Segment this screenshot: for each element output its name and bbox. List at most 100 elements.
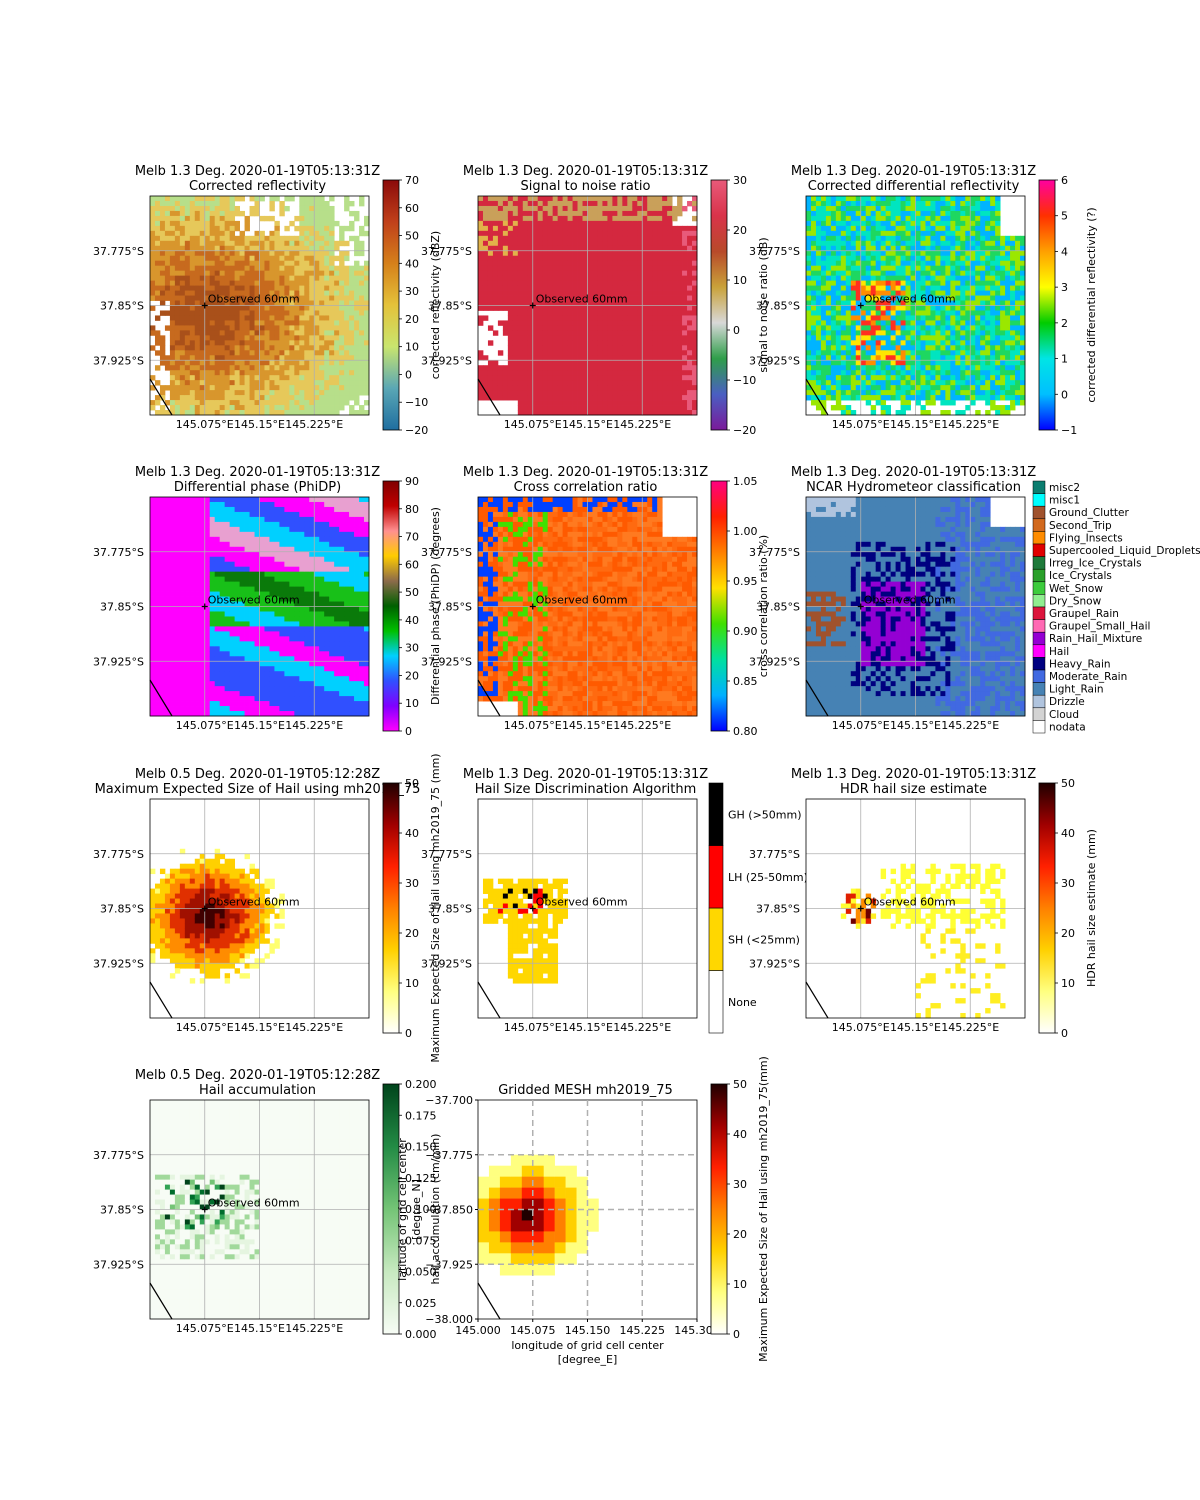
heatmap-cell [502, 240, 509, 247]
heatmap-cell [244, 300, 250, 306]
heatmap-cell [845, 380, 852, 386]
heatmap-cell [150, 295, 156, 301]
heatmap-cell [557, 355, 564, 361]
heatmap-cell [597, 225, 603, 232]
heatmap-cell [339, 300, 345, 306]
heatmap-cell [507, 320, 514, 326]
heatmap-cell [890, 205, 896, 212]
heatmap-cell [577, 385, 583, 391]
heatmap-cell [329, 275, 335, 282]
heatmap-cell [249, 340, 255, 346]
heatmap-cell [662, 200, 668, 207]
heatmap-cell [502, 255, 509, 262]
heatmap-cell [687, 315, 693, 321]
heatmap-cell [194, 285, 201, 291]
heatmap-cell [349, 350, 355, 356]
heatmap-cell [339, 225, 345, 232]
heatmap-cell [572, 240, 578, 247]
heatmap-cell [547, 350, 554, 356]
heatmap-cell [164, 210, 171, 217]
heatmap-cell [622, 360, 628, 366]
heatmap-cell [850, 375, 857, 381]
heatmap-cell [885, 360, 892, 366]
heatmap-cell [179, 330, 186, 336]
heatmap-cell [622, 395, 628, 401]
heatmap-cell [289, 330, 295, 336]
heatmap-cell [159, 250, 166, 257]
heatmap-cell [269, 325, 275, 331]
heatmap-cell [299, 325, 305, 331]
heatmap-cell [507, 215, 514, 222]
heatmap-cell [637, 375, 643, 381]
heatmap-cell [806, 225, 812, 232]
heatmap-cell [254, 300, 260, 306]
heatmap-cell [194, 335, 201, 341]
heatmap-cell [587, 196, 593, 202]
heatmap-cell [349, 300, 355, 306]
heatmap-cell [950, 310, 956, 316]
heatmap-cell [334, 285, 340, 291]
heatmap-cell [935, 210, 941, 217]
heatmap-cell [150, 305, 156, 311]
heatmap-cell [274, 345, 280, 351]
heatmap-cell [587, 275, 593, 282]
heatmap-cell [487, 370, 494, 376]
heatmap-cell [512, 375, 519, 381]
heatmap-cell [264, 265, 270, 272]
heatmap-cell [885, 385, 892, 391]
heatmap-cell [199, 340, 206, 346]
heatmap-cell [254, 350, 260, 356]
heatmap-cell [522, 200, 529, 207]
heatmap-cell [517, 265, 524, 272]
heatmap-cell [910, 196, 916, 202]
heatmap-cell [602, 335, 608, 341]
heatmap-cell [885, 245, 892, 252]
heatmap-cell [815, 370, 822, 376]
heatmap-cell [289, 290, 295, 296]
heatmap-cell [905, 340, 911, 346]
heatmap-cell [219, 310, 226, 316]
heatmap-cell [502, 235, 509, 242]
heatmap-cell [482, 270, 489, 277]
heatmap-cell [577, 315, 583, 321]
heatmap-cell [552, 400, 559, 406]
heatmap-cell [527, 320, 534, 326]
heatmap-cell [557, 410, 564, 416]
heatmap-cell [692, 205, 698, 212]
heatmap-cell [617, 255, 623, 262]
heatmap-cell [239, 370, 245, 376]
heatmap-cell [945, 255, 951, 262]
observed-hail-marker [529, 302, 536, 309]
heatmap-cell [359, 270, 365, 277]
heatmap-cell [622, 270, 628, 277]
heatmap-cell [244, 235, 250, 242]
heatmap-cell [880, 240, 887, 247]
heatmap-cell [194, 345, 201, 351]
heatmap-cell [845, 385, 852, 391]
heatmap-cell [309, 240, 315, 247]
heatmap-cell [254, 340, 260, 346]
heatmap-cell [840, 200, 847, 207]
heatmap-cell [587, 365, 593, 371]
heatmap-cell [259, 335, 265, 341]
heatmap-cell [522, 220, 529, 227]
heatmap-cell [478, 196, 484, 202]
heatmap-cell [955, 215, 961, 222]
heatmap-cell [517, 350, 524, 356]
heatmap-cell [279, 330, 285, 336]
heatmap-cell [492, 240, 499, 247]
heatmap-cell [652, 335, 658, 341]
heatmap-cell [825, 235, 832, 242]
heatmap-cell [159, 355, 166, 361]
heatmap-cell [945, 375, 951, 381]
heatmap-cell [219, 335, 226, 341]
heatmap-cell [517, 255, 524, 262]
heatmap-cell [940, 335, 946, 341]
heatmap-cell [880, 350, 887, 356]
heatmap-cell [184, 305, 191, 311]
heatmap-cell [677, 385, 683, 391]
heatmap-cell [895, 210, 901, 217]
heatmap-cell [657, 395, 663, 401]
heatmap-cell [244, 395, 250, 401]
heatmap-cell [657, 385, 663, 391]
